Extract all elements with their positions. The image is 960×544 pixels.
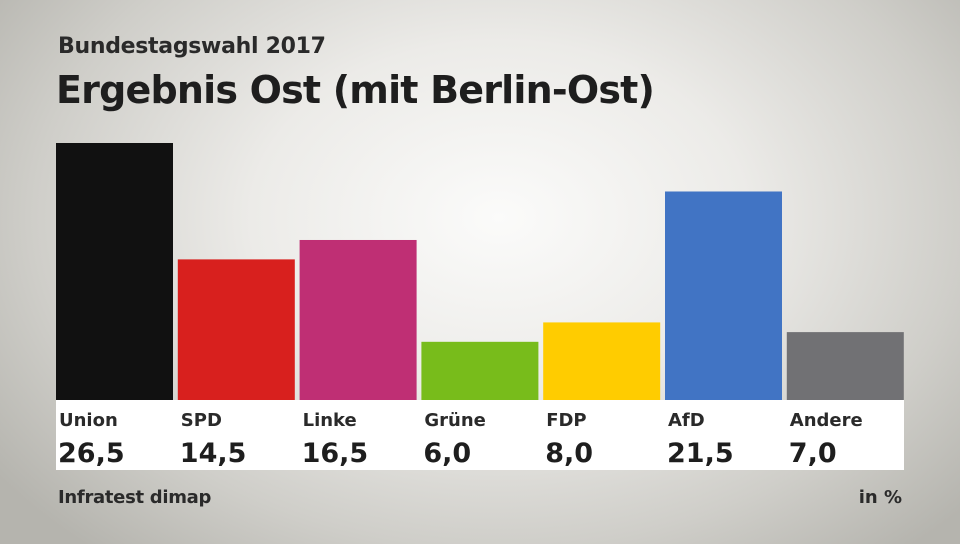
source-label: Infratest dimap xyxy=(58,487,212,508)
page-title: Ergebnis Ost (mit Berlin-Ost) xyxy=(56,68,655,112)
page-subtitle: Bundestagswahl 2017 xyxy=(58,34,326,59)
category-label-afd: AfD xyxy=(668,410,705,431)
category-label-union: Union xyxy=(59,410,118,431)
bar-linke xyxy=(299,239,417,400)
value-label-spd: 14,5 xyxy=(180,438,247,469)
value-label-afd: 21,5 xyxy=(667,438,734,469)
bar-union xyxy=(56,143,173,400)
bar-afd xyxy=(665,191,782,400)
value-label-andere: 7,0 xyxy=(789,438,837,469)
value-label-fdp: 8,0 xyxy=(545,438,593,469)
labels-group: Union 26,5 SPD 14,5 Linke 16,5 Grüne 6,0 FDP 8,0 A… xyxy=(58,410,863,469)
value-label-linke: 16,5 xyxy=(302,438,369,469)
category-label-fdp: FDP xyxy=(546,410,586,431)
bars-group xyxy=(56,143,904,400)
bar-spd xyxy=(177,259,295,400)
category-label-grüne: Grüne xyxy=(424,410,486,431)
label-panel xyxy=(56,400,904,470)
category-label-linke: Linke xyxy=(303,410,357,431)
category-label-andere: Andere xyxy=(790,410,863,431)
bar-grüne xyxy=(421,341,539,400)
bar-andere xyxy=(786,332,904,400)
category-label-spd: SPD xyxy=(181,410,222,431)
value-label-union: 26,5 xyxy=(58,438,125,469)
bar-fdp xyxy=(543,322,661,400)
unit-label: in % xyxy=(858,487,902,508)
value-label-grüne: 6,0 xyxy=(423,438,471,469)
